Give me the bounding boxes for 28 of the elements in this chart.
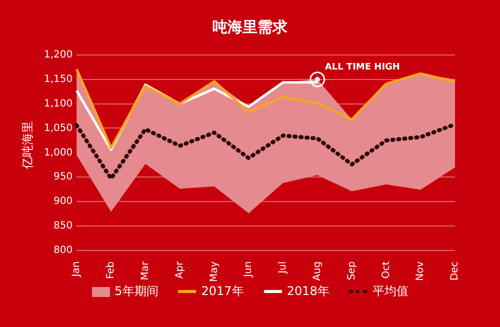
x-tick-label: Feb xyxy=(106,261,117,280)
y-tick-label: 1,100 xyxy=(44,98,73,110)
legend-label: 2018年 xyxy=(286,283,330,300)
y-tick-label: 900 xyxy=(54,196,73,208)
x-tick-label: May xyxy=(208,261,220,282)
x-tick-label: Apr xyxy=(174,260,186,279)
y-tick-label: 1,050 xyxy=(44,122,73,134)
legend-label: 2017年 xyxy=(201,283,244,300)
x-tick-label: Sep xyxy=(346,261,358,280)
x-tick-label: Jun xyxy=(243,261,254,278)
y-tick-label: 1,200 xyxy=(44,50,73,61)
x-tick-label: Jul xyxy=(278,261,289,274)
chart-title: 吨海里需求 xyxy=(212,18,288,37)
x-tick-label: Aug xyxy=(312,261,324,281)
x-tick-label: Jan xyxy=(71,261,82,278)
y-tick-label: 1,150 xyxy=(44,74,73,86)
legend-label: 5年期间 xyxy=(114,283,158,300)
x-tick-label: Dec xyxy=(450,261,461,281)
y-tick-label: 950 xyxy=(54,172,73,183)
x-tick-label: Nov xyxy=(415,261,426,281)
y-tick-label: 1,000 xyxy=(44,147,73,158)
x-tick-label: Mar xyxy=(140,260,152,280)
y-tick-label: 850 xyxy=(54,220,73,232)
annotation: ALL TIME HIGH xyxy=(324,62,400,72)
y-axis-title: 亿吨海里 xyxy=(20,121,36,169)
x-tick-label: Oct xyxy=(380,261,392,279)
y-tick-label: 800 xyxy=(54,244,73,256)
legend-label: 平均值 xyxy=(372,283,408,300)
